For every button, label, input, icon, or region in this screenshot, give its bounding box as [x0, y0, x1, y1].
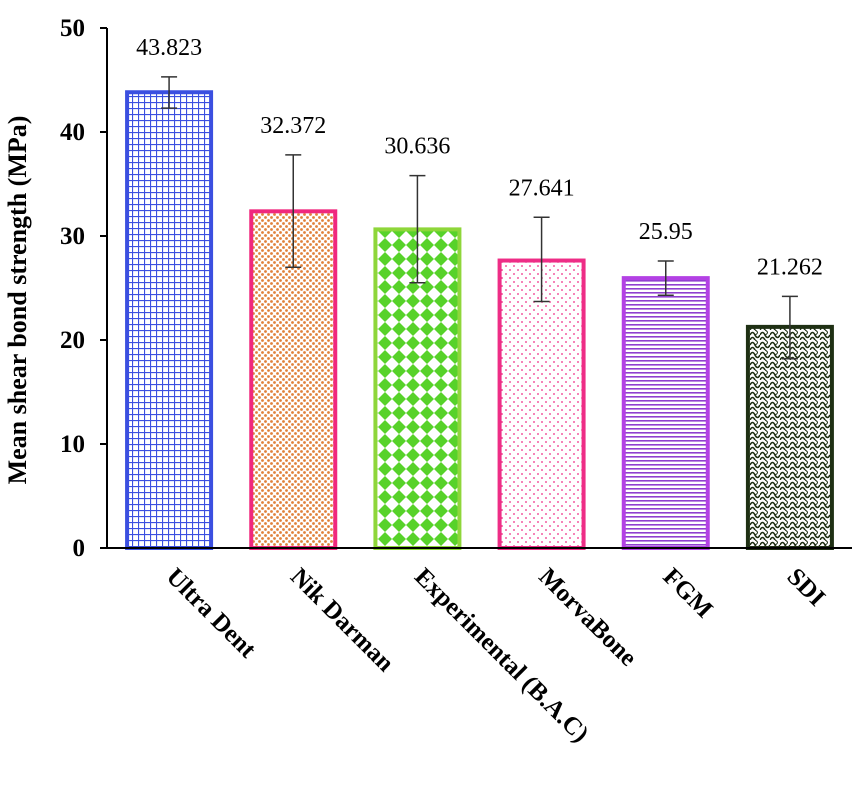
value-label: 25.95 [639, 219, 693, 245]
x-category-label: Ultra Dent [161, 563, 262, 664]
value-label: 21.262 [757, 254, 823, 280]
error-bars-group [161, 76, 798, 360]
bars-group [125, 90, 834, 551]
value-label: 43.823 [136, 35, 202, 61]
y-tick-label: 50 [60, 15, 85, 42]
y-tick-label: 10 [60, 431, 85, 458]
x-axis-labels: Ultra Dent Nik Darman Experimental (B.A.C)… [161, 563, 830, 748]
bar-fgm [621, 276, 710, 550]
value-label: 27.641 [509, 175, 575, 201]
y-tick-label: 0 [73, 535, 86, 562]
y-axis-ticks: 0 10 20 30 40 50 [60, 15, 107, 562]
x-category-label: MorvaBone [533, 563, 641, 671]
x-category-label: SDI [782, 563, 831, 612]
x-category-label: FGM [658, 563, 718, 623]
bar-ultra-dent [125, 90, 214, 550]
bar-morvabone [497, 258, 586, 550]
bar-sdi [745, 324, 834, 551]
x-category-label: Nik Darman [285, 563, 399, 677]
value-label: 32.372 [260, 113, 326, 139]
y-tick-label: 30 [60, 223, 85, 250]
y-axis-title: Mean shear bond strength (MPa) [3, 116, 32, 485]
value-labels-group: 43.823 32.372 30.636 27.641 25.95 21.262 [136, 35, 823, 280]
y-tick-label: 20 [60, 327, 85, 354]
value-label: 30.636 [384, 134, 450, 160]
y-tick-label: 40 [60, 119, 85, 146]
